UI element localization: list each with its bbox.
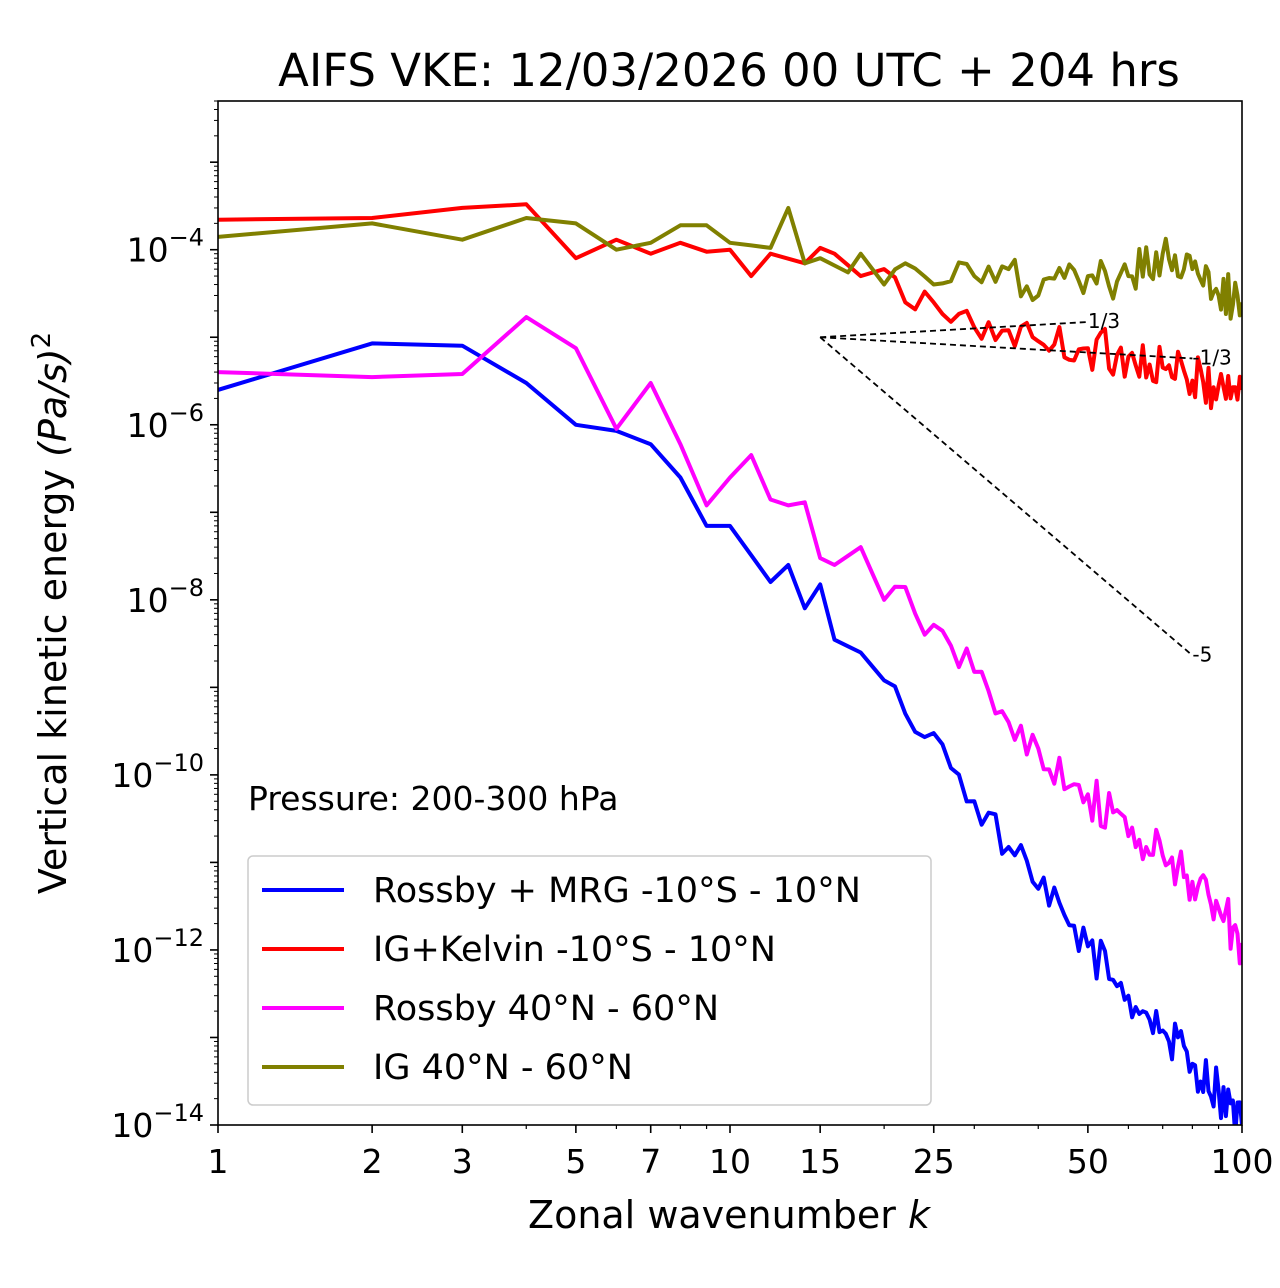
x-axis-variable: k — [908, 1193, 932, 1237]
x-tick-label: 3 — [452, 1142, 473, 1181]
slope-label: -1/3 — [1192, 345, 1231, 369]
x-axis-label: Zonal wavenumber — [528, 1193, 896, 1237]
series-line — [218, 202, 1242, 411]
slope-line — [820, 321, 1088, 339]
legend-box — [247, 855, 932, 1106]
x-axis-title: Zonal wavenumber k — [528, 1193, 932, 1237]
y-tick-label: 10−12 — [111, 924, 204, 970]
slope-line — [819, 336, 1193, 657]
legend-label: Rossby + MRG -10°S - 10°N — [373, 871, 861, 911]
chart-title: AIFS VKE: 12/03/2026 00 UTC + 204 hrs — [278, 44, 1180, 97]
y-axis-title: Vertical kinetic energy (Pa/s)2 — [27, 332, 75, 894]
y-tick-label: 10−8 — [127, 574, 204, 620]
legend-label: Rossby 40°N - 60°N — [373, 989, 719, 1029]
x-tick-label: 10 — [709, 1142, 751, 1181]
y-tick-label: 10−14 — [111, 1099, 204, 1145]
y-tick-label: 10−4 — [127, 224, 204, 270]
legend-items: Rossby + MRG -10°S - 10°N IG+Kelvin -10°S… — [262, 871, 861, 1088]
x-tick-label: 25 — [913, 1142, 955, 1181]
y-axis-unit: (Pa/s) — [31, 348, 75, 456]
series-line — [218, 315, 1242, 966]
x-tick-label: 100 — [1211, 1142, 1274, 1181]
series-line — [218, 341, 1242, 1125]
slope-label: -5 — [1192, 642, 1212, 666]
x-tick-label: 1 — [208, 1142, 229, 1181]
y-axis-unit-exponent: 2 — [27, 332, 57, 349]
legend-label: IG+Kelvin -10°S - 10°N — [373, 930, 776, 970]
pressure-annotation: Pressure: 200-300 hPa — [248, 779, 618, 818]
reference-slopes: 1/3 -1/3 -5 — [819, 309, 1232, 666]
y-axis-label: Vertical kinetic energy — [31, 469, 75, 894]
x-tick-label: 5 — [565, 1142, 586, 1181]
series-line — [218, 205, 1242, 321]
y-tick-label: 10−6 — [127, 399, 204, 445]
x-tick-label: 7 — [640, 1142, 661, 1181]
x-tick-label: 15 — [799, 1142, 841, 1181]
slope-label: 1/3 — [1088, 309, 1120, 333]
legend-label: IG 40°N - 60°N — [373, 1048, 633, 1088]
legend: Rossby + MRG -10°S - 10°N IG+Kelvin -10°S… — [247, 855, 932, 1106]
y-tick-label: 10−10 — [111, 749, 204, 795]
slope-line — [820, 336, 1193, 360]
x-tick-label: 50 — [1067, 1142, 1109, 1181]
x-tick-label: 2 — [362, 1142, 383, 1181]
x-axis: 1 2 3 5 7 10 15 25 50 100 — [208, 1125, 1274, 1181]
series-layer — [218, 202, 1242, 1125]
y-axis: 10−14 10−12 10−10 10−8 10−6 10−4 — [111, 100, 218, 1145]
